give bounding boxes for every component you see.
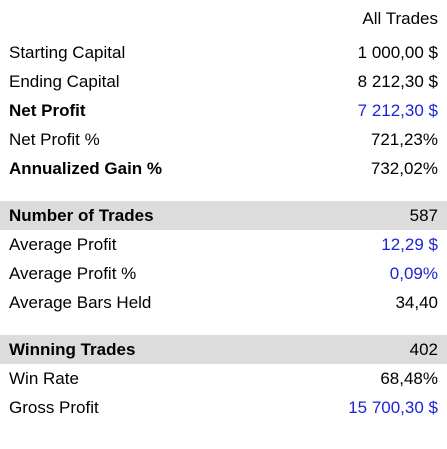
win-rate-label: Win Rate: [9, 369, 79, 388]
section-spacer: [0, 183, 447, 201]
net-profit-label: Net Profit: [9, 101, 86, 120]
average-profit-label: Average Profit: [9, 235, 117, 254]
annualized-gain-pct-value: 732,02%: [370, 159, 438, 178]
average-bars-held-value: 34,40: [395, 293, 438, 312]
net-profit-value[interactable]: 7 212,30 $: [357, 101, 438, 120]
performance-report-table: All Trades Starting Capital 1 000,00 $ E…: [0, 0, 447, 422]
net-profit-pct-value: 721,23%: [370, 130, 438, 149]
row-gross-profit: Gross Profit 15 700,30 $: [0, 393, 447, 422]
winning-trades-value: 402: [409, 340, 438, 359]
row-average-profit: Average Profit 12,29 $: [0, 230, 447, 259]
net-profit-pct-label: Net Profit %: [9, 130, 100, 149]
row-winning-trades: Winning Trades 402: [0, 335, 447, 364]
row-net-profit-pct: Net Profit % 721,23%: [0, 125, 447, 154]
row-average-bars-held: Average Bars Held 34,40: [0, 288, 447, 317]
ending-capital-value: 8 212,30 $: [357, 72, 438, 91]
gross-profit-label: Gross Profit: [9, 398, 99, 417]
average-bars-held-label: Average Bars Held: [9, 293, 152, 312]
row-starting-capital: Starting Capital 1 000,00 $: [0, 38, 447, 67]
starting-capital-value: 1 000,00 $: [357, 43, 438, 62]
row-number-of-trades: Number of Trades 587: [0, 201, 447, 230]
average-profit-pct-value[interactable]: 0,09%: [389, 264, 438, 283]
gross-profit-value[interactable]: 15 700,30 $: [348, 398, 438, 417]
annualized-gain-pct-label: Annualized Gain %: [9, 159, 163, 178]
ending-capital-label: Ending Capital: [9, 72, 120, 91]
report-header: All Trades: [0, 0, 447, 38]
section-spacer: [0, 317, 447, 335]
average-profit-pct-label: Average Profit %: [9, 264, 137, 283]
row-annualized-gain-pct: Annualized Gain % 732,02%: [0, 154, 447, 183]
row-win-rate: Win Rate 68,48%: [0, 364, 447, 393]
average-profit-value[interactable]: 12,29 $: [381, 235, 438, 254]
win-rate-value: 68,48%: [380, 369, 438, 388]
starting-capital-label: Starting Capital: [9, 43, 126, 62]
row-net-profit: Net Profit 7 212,30 $: [0, 96, 447, 125]
row-ending-capital: Ending Capital 8 212,30 $: [0, 67, 447, 96]
winning-trades-label: Winning Trades: [9, 340, 136, 359]
number-of-trades-value: 587: [409, 206, 438, 225]
column-title-all-trades: All Trades: [362, 9, 438, 28]
number-of-trades-label: Number of Trades: [9, 206, 154, 225]
row-average-profit-pct: Average Profit % 0,09%: [0, 259, 447, 288]
